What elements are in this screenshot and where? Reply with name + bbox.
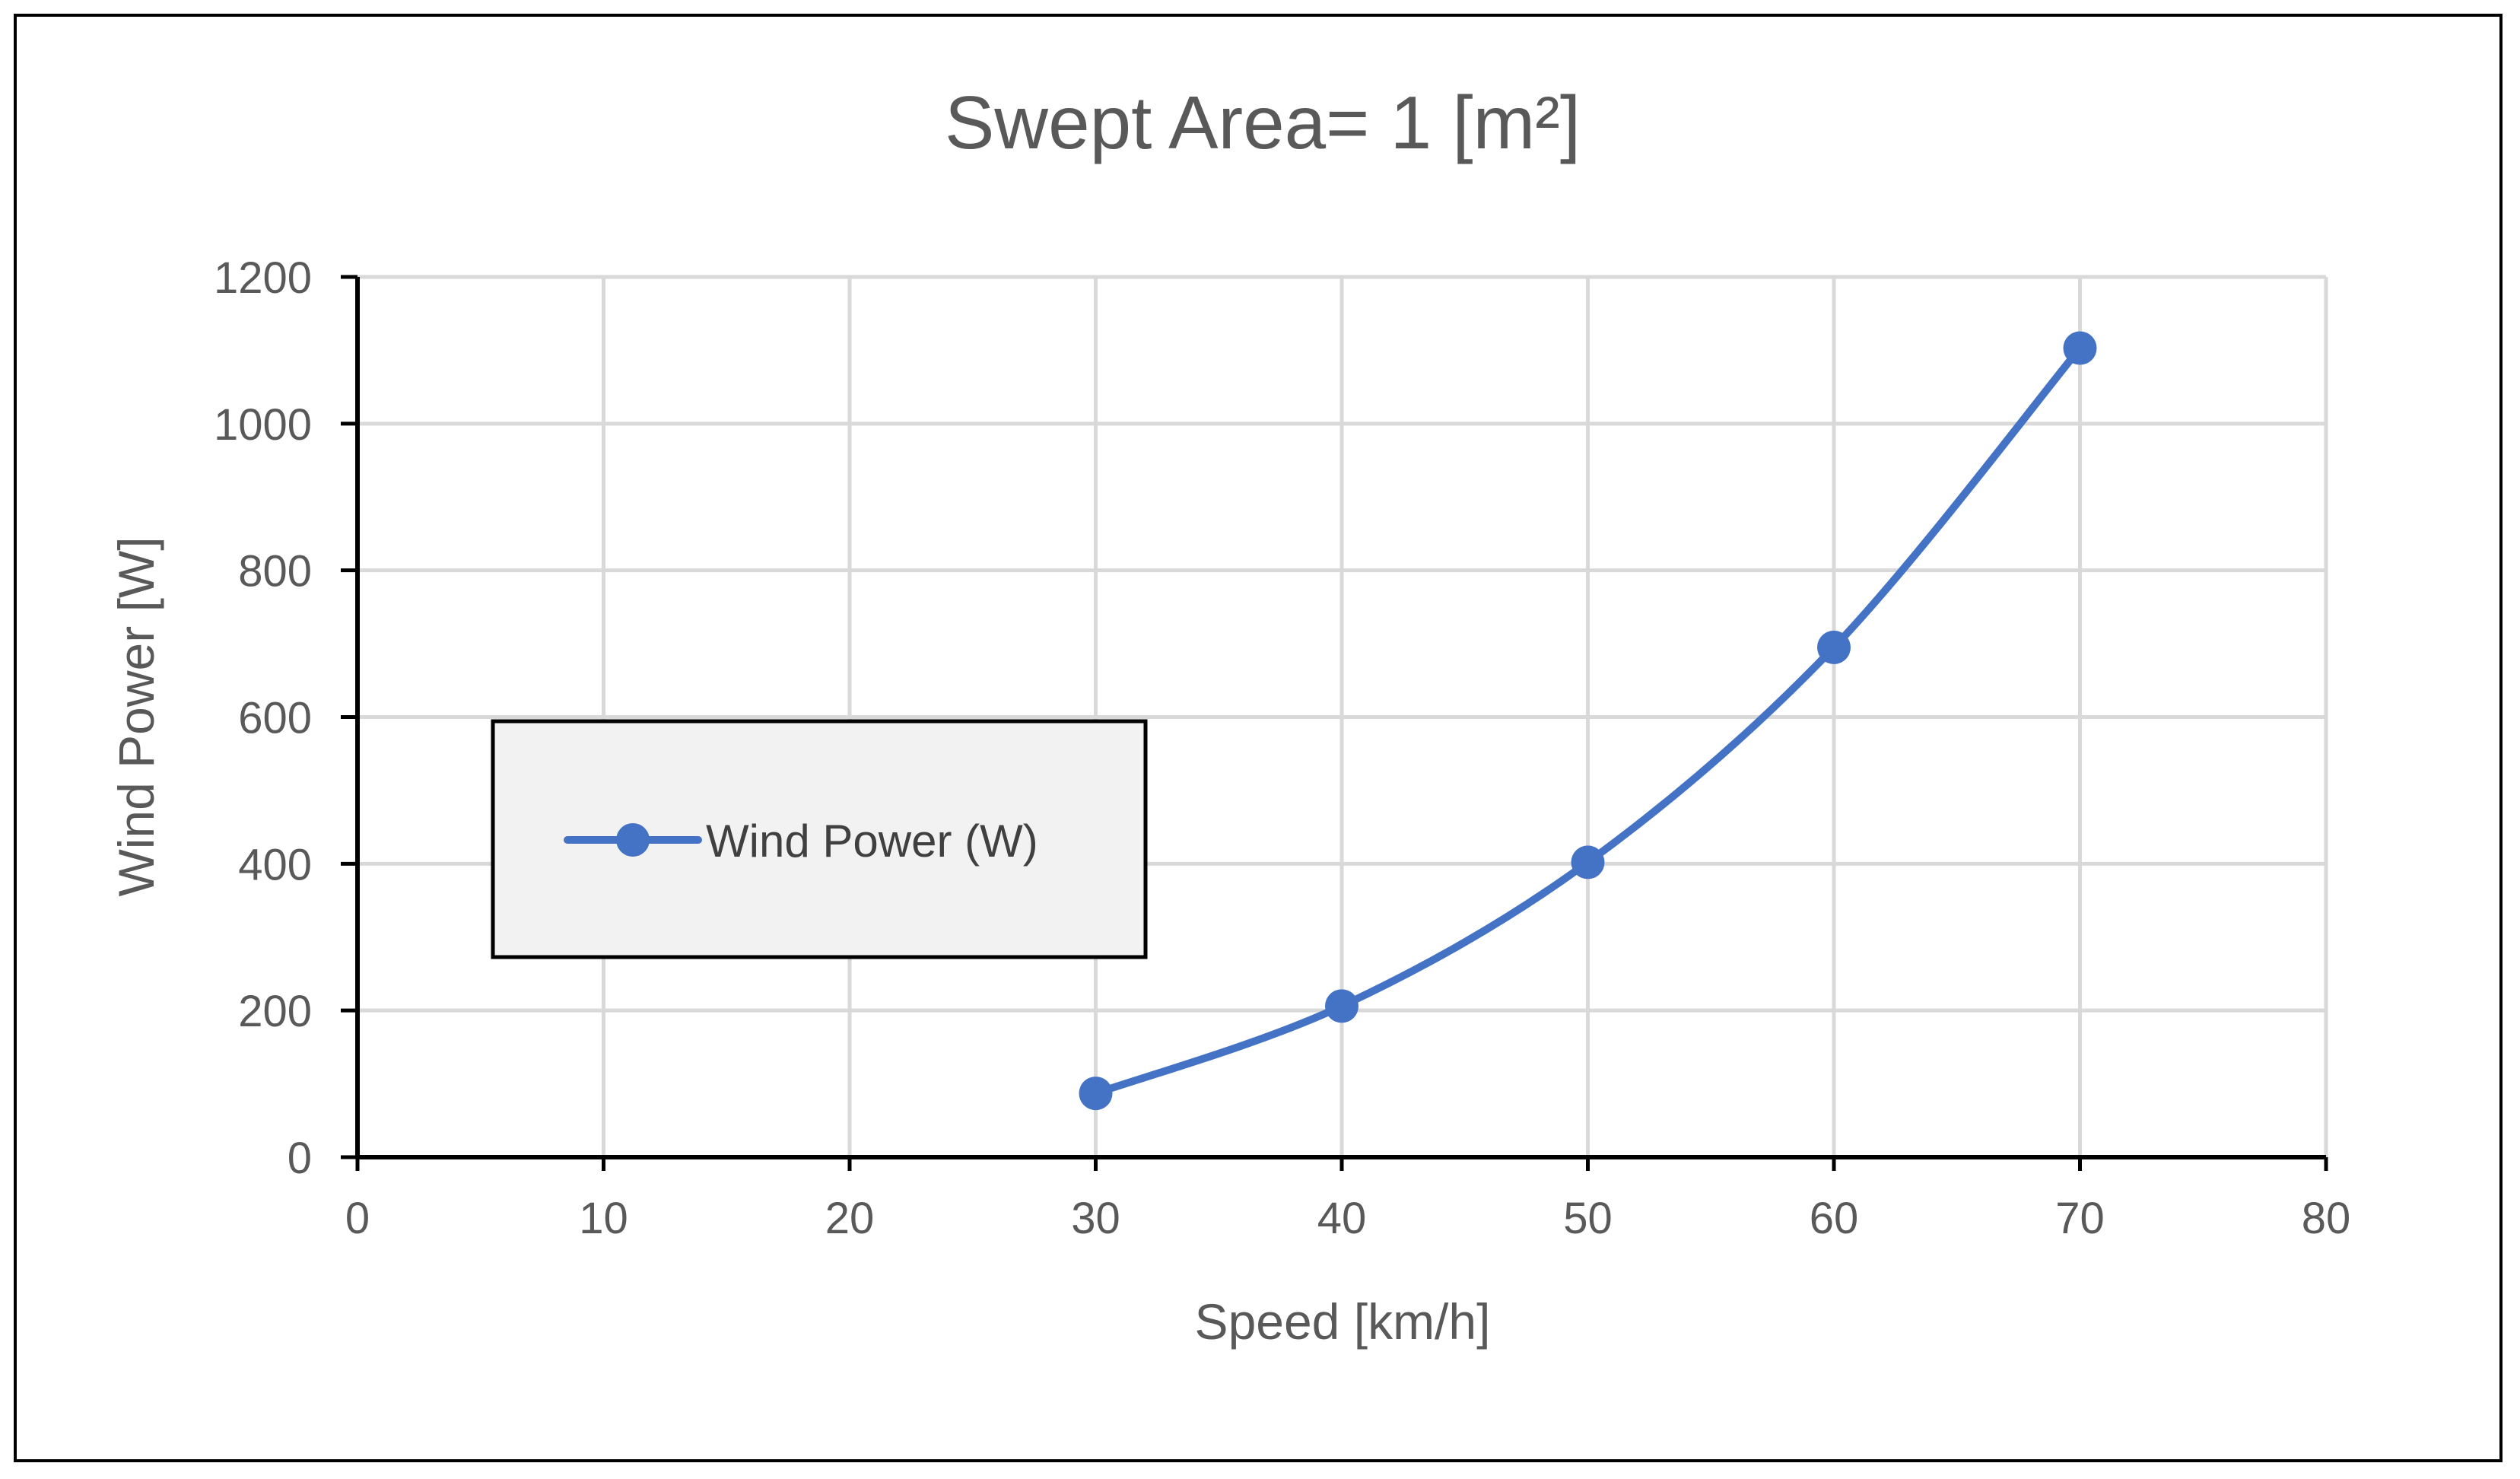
data-point-50	[1571, 845, 1605, 879]
chart-title: Swept Area= 1 [m²]	[945, 81, 1581, 164]
data-point-40	[1325, 989, 1359, 1023]
data-point-30	[1079, 1077, 1113, 1111]
x-tick-label-60: 60	[1810, 1194, 1859, 1243]
data-point-60	[1817, 630, 1851, 664]
y-tick-label-600: 600	[238, 694, 312, 743]
x-tick-label-10: 10	[579, 1194, 628, 1243]
x-tick-label-50: 50	[1563, 1194, 1613, 1243]
x-axis-title: Speed [km/h]	[1195, 1293, 1491, 1350]
legend: Wind Power (W)	[491, 719, 1148, 959]
x-tick-label-0: 0	[345, 1194, 370, 1243]
series-line-0	[1092, 344, 2084, 1098]
x-tick-label-80: 80	[2302, 1194, 2351, 1243]
legend-marker-swatch	[616, 823, 650, 857]
y-tick-label-200: 200	[238, 987, 312, 1036]
series-wind-power	[1079, 331, 2097, 1111]
y-tick-label-1000: 1000	[214, 400, 312, 450]
axes	[341, 275, 2328, 1171]
x-tick-label-30: 30	[1071, 1194, 1120, 1243]
y-axis-title: Wind Power [W]	[108, 536, 164, 896]
legend-label: Wind Power (W)	[706, 816, 1038, 867]
x-tick-label-70: 70	[2055, 1194, 2105, 1243]
y-tick-label-1200: 1200	[214, 253, 312, 303]
y-tick-label-400: 400	[238, 840, 312, 889]
chart-frame	[14, 14, 2503, 1462]
y-tick-label-0: 0	[288, 1134, 312, 1183]
y-tick-label-800: 800	[238, 547, 312, 596]
x-tick-label-20: 20	[825, 1194, 875, 1243]
x-tick-label-40: 40	[1317, 1194, 1367, 1243]
data-point-70	[2063, 331, 2097, 365]
